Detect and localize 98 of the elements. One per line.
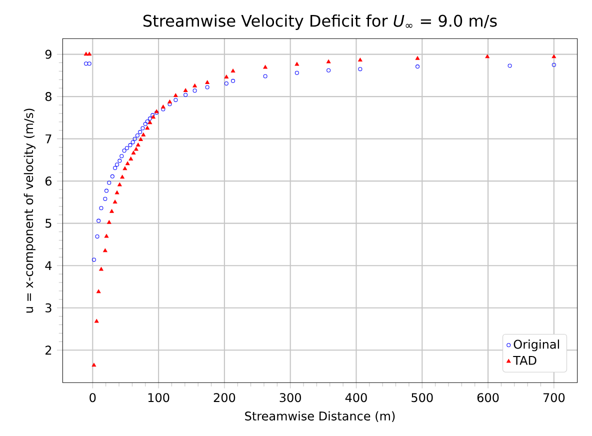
point — [136, 142, 140, 146]
point — [128, 156, 133, 160]
chart-title: Streamwise Velocity Deficit for U$_{∞}$ = 9.0 m/s — [143, 14, 497, 30]
y-axis-title: u = x-component of velocity (m/s) — [24, 108, 36, 313]
x-tick-label: 500 — [412, 393, 433, 402]
point — [125, 161, 130, 166]
point — [96, 289, 101, 294]
point — [294, 62, 300, 66]
point — [122, 166, 128, 170]
point — [130, 140, 135, 144]
point — [145, 126, 150, 130]
x-tick-label: 300 — [280, 393, 301, 402]
point — [415, 56, 420, 60]
x-tick-label: 200 — [214, 393, 236, 402]
point — [92, 258, 96, 262]
point — [143, 122, 148, 126]
point — [183, 88, 188, 92]
point — [114, 190, 120, 194]
y-tick-label: 6 — [45, 176, 52, 186]
point — [110, 174, 114, 178]
x-axis-title: Streamwise Distance (m) — [245, 411, 395, 422]
point — [104, 188, 108, 193]
point — [138, 137, 143, 142]
point — [205, 85, 210, 90]
point — [140, 126, 145, 130]
point — [224, 74, 229, 78]
point — [135, 133, 140, 138]
y-tick-label: 3 — [46, 303, 52, 312]
point — [294, 70, 299, 75]
point — [205, 80, 210, 84]
point — [145, 119, 150, 124]
point — [552, 54, 556, 58]
point — [184, 92, 188, 97]
y-tick-label: 2 — [46, 346, 52, 355]
y-tick-label: 7 — [46, 134, 52, 144]
point — [107, 220, 112, 224]
point — [138, 130, 142, 134]
point — [112, 200, 118, 204]
point — [174, 98, 178, 102]
point — [263, 64, 268, 69]
point — [103, 196, 108, 201]
point — [118, 182, 122, 186]
y-tick-label: 4 — [45, 261, 52, 270]
point — [84, 52, 88, 56]
point — [358, 58, 362, 62]
point — [168, 100, 172, 104]
point — [99, 267, 104, 271]
y-tick-label: 9 — [45, 50, 52, 59]
point — [131, 150, 136, 155]
point — [485, 54, 490, 58]
point — [120, 154, 124, 158]
point — [326, 68, 331, 72]
legend-label: Original — [514, 340, 559, 352]
point — [230, 68, 236, 73]
point — [148, 120, 152, 124]
point — [113, 166, 118, 170]
point — [87, 52, 92, 56]
point — [122, 148, 126, 153]
point — [134, 146, 138, 151]
point — [161, 104, 166, 108]
point — [552, 62, 556, 67]
point — [124, 146, 129, 150]
point — [508, 64, 512, 68]
x-tick-label: 400 — [345, 393, 367, 402]
point — [118, 158, 122, 163]
x-tick-label: 100 — [148, 393, 170, 402]
point — [110, 209, 114, 213]
point — [148, 116, 152, 121]
point — [192, 88, 197, 93]
x-tick-label: 700 — [543, 393, 565, 402]
point — [107, 180, 112, 185]
point — [95, 234, 100, 238]
point — [141, 132, 146, 136]
point — [92, 362, 96, 367]
point — [120, 174, 124, 179]
point — [128, 143, 132, 148]
point — [115, 162, 120, 167]
point — [132, 136, 137, 141]
point — [99, 206, 104, 210]
point — [84, 62, 88, 66]
y-tick-label: 8 — [45, 92, 52, 102]
point — [416, 64, 420, 69]
legend-label: TAD — [513, 356, 536, 365]
point — [103, 248, 108, 252]
point — [94, 318, 99, 323]
point — [326, 60, 331, 64]
point — [87, 62, 92, 66]
y-tick-label: 5 — [46, 218, 52, 228]
point — [263, 74, 268, 78]
point — [96, 218, 101, 223]
x-tick-label: 0 — [90, 393, 96, 402]
point — [231, 78, 236, 83]
point — [358, 67, 362, 72]
x-tick-label: 600 — [477, 393, 499, 402]
point — [192, 84, 197, 88]
point — [224, 81, 228, 86]
point — [174, 93, 178, 98]
point — [104, 234, 109, 238]
